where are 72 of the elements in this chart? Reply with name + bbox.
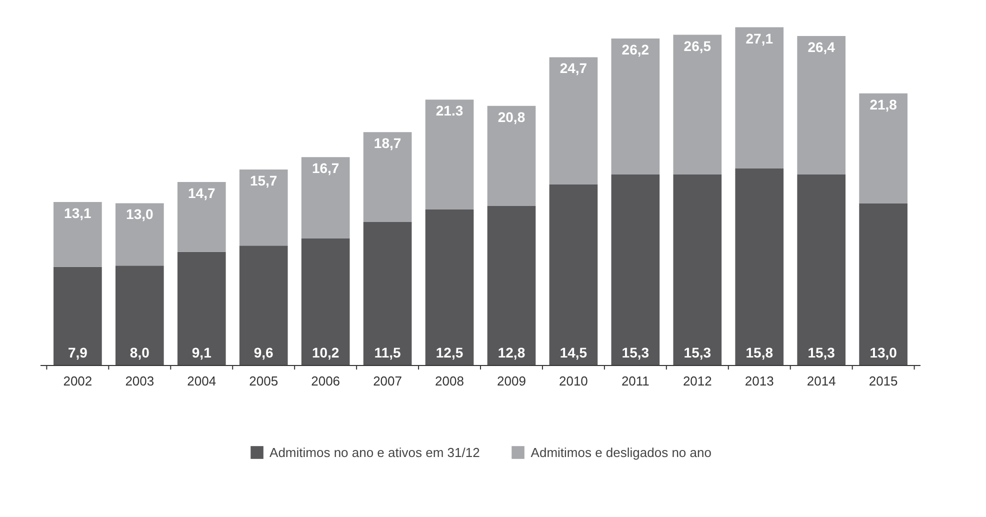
total-label: 16,7 — [312, 160, 340, 176]
total-label: 27,1 — [746, 30, 774, 46]
total-label: 18,7 — [374, 135, 402, 152]
bar — [301, 157, 350, 238]
total-label: 21.3 — [436, 102, 464, 119]
x-tick-label: 2002 — [63, 374, 92, 388]
x-tick-label: 2009 — [497, 374, 526, 388]
x-tick-label: 2014 — [806, 374, 836, 388]
bar — [859, 93, 908, 204]
bar — [177, 182, 226, 252]
bar — [239, 246, 288, 366]
bar — [673, 34, 722, 175]
bar — [859, 203, 908, 366]
data-label: 15,3 — [684, 344, 712, 360]
bar — [549, 57, 598, 185]
total-label: 26,2 — [622, 42, 650, 58]
data-label: 9,6 — [254, 344, 274, 360]
bar — [115, 203, 164, 266]
bar — [797, 36, 846, 175]
x-tick-label: 2010 — [559, 374, 588, 388]
bar — [239, 170, 288, 246]
total-label: 15,7 — [250, 172, 278, 189]
bar — [425, 209, 474, 366]
x-tick-label: 2013 — [744, 374, 774, 388]
bar — [549, 184, 598, 366]
data-label: 12,5 — [436, 344, 464, 360]
data-label: 13,0 — [870, 344, 898, 360]
bar — [115, 266, 164, 366]
bar — [797, 174, 846, 366]
total-label: 13,1 — [64, 205, 92, 221]
total-label: 20,8 — [498, 108, 526, 125]
data-label: 15,8 — [746, 344, 774, 360]
data-label: 14,5 — [560, 344, 588, 360]
data-label: 15,3 — [622, 344, 650, 360]
x-tick-label: 2004 — [187, 374, 216, 388]
bar — [363, 132, 412, 222]
bar — [301, 238, 350, 366]
bar — [54, 266, 102, 366]
bar — [363, 222, 412, 366]
bar — [487, 206, 536, 366]
x-tick-label: 2007 — [373, 374, 402, 388]
data-label: 7,9 — [68, 344, 88, 360]
bar — [54, 202, 102, 267]
x-tick-label: 2012 — [682, 374, 712, 388]
total-label: 14,7 — [188, 185, 216, 202]
bar — [425, 100, 474, 210]
x-tick-label: 2015 — [868, 374, 898, 388]
bar — [611, 174, 660, 366]
x-tick-label: 2006 — [311, 374, 340, 388]
x-tick-label: 2008 — [435, 374, 464, 388]
bar — [611, 38, 660, 175]
data-label: 10,2 — [312, 344, 340, 360]
total-label: 21,8 — [870, 96, 898, 112]
bar — [177, 252, 226, 366]
total-label: 13,0 — [126, 206, 154, 222]
legend-label: Admitimos no ano e ativos em 31/12 — [270, 444, 480, 460]
data-label: 9,1 — [192, 344, 212, 360]
total-label: 24,7 — [560, 60, 588, 76]
bar — [735, 27, 784, 168]
bar — [487, 106, 536, 206]
x-tick-label: 2005 — [249, 374, 278, 388]
data-label: 8,0 — [130, 344, 150, 360]
bar — [735, 168, 784, 366]
data-label: 11,5 — [374, 344, 401, 360]
total-label: 26,4 — [808, 39, 836, 55]
bar — [673, 174, 722, 366]
x-tick-label: 2003 — [125, 374, 154, 388]
legend-label: Admitimos e desligados no ano — [530, 444, 712, 460]
total-label: 26,5 — [684, 38, 712, 54]
data-label: 15,3 — [808, 344, 836, 360]
data-label: 12,8 — [498, 344, 526, 360]
x-tick-label: 2011 — [621, 374, 650, 388]
